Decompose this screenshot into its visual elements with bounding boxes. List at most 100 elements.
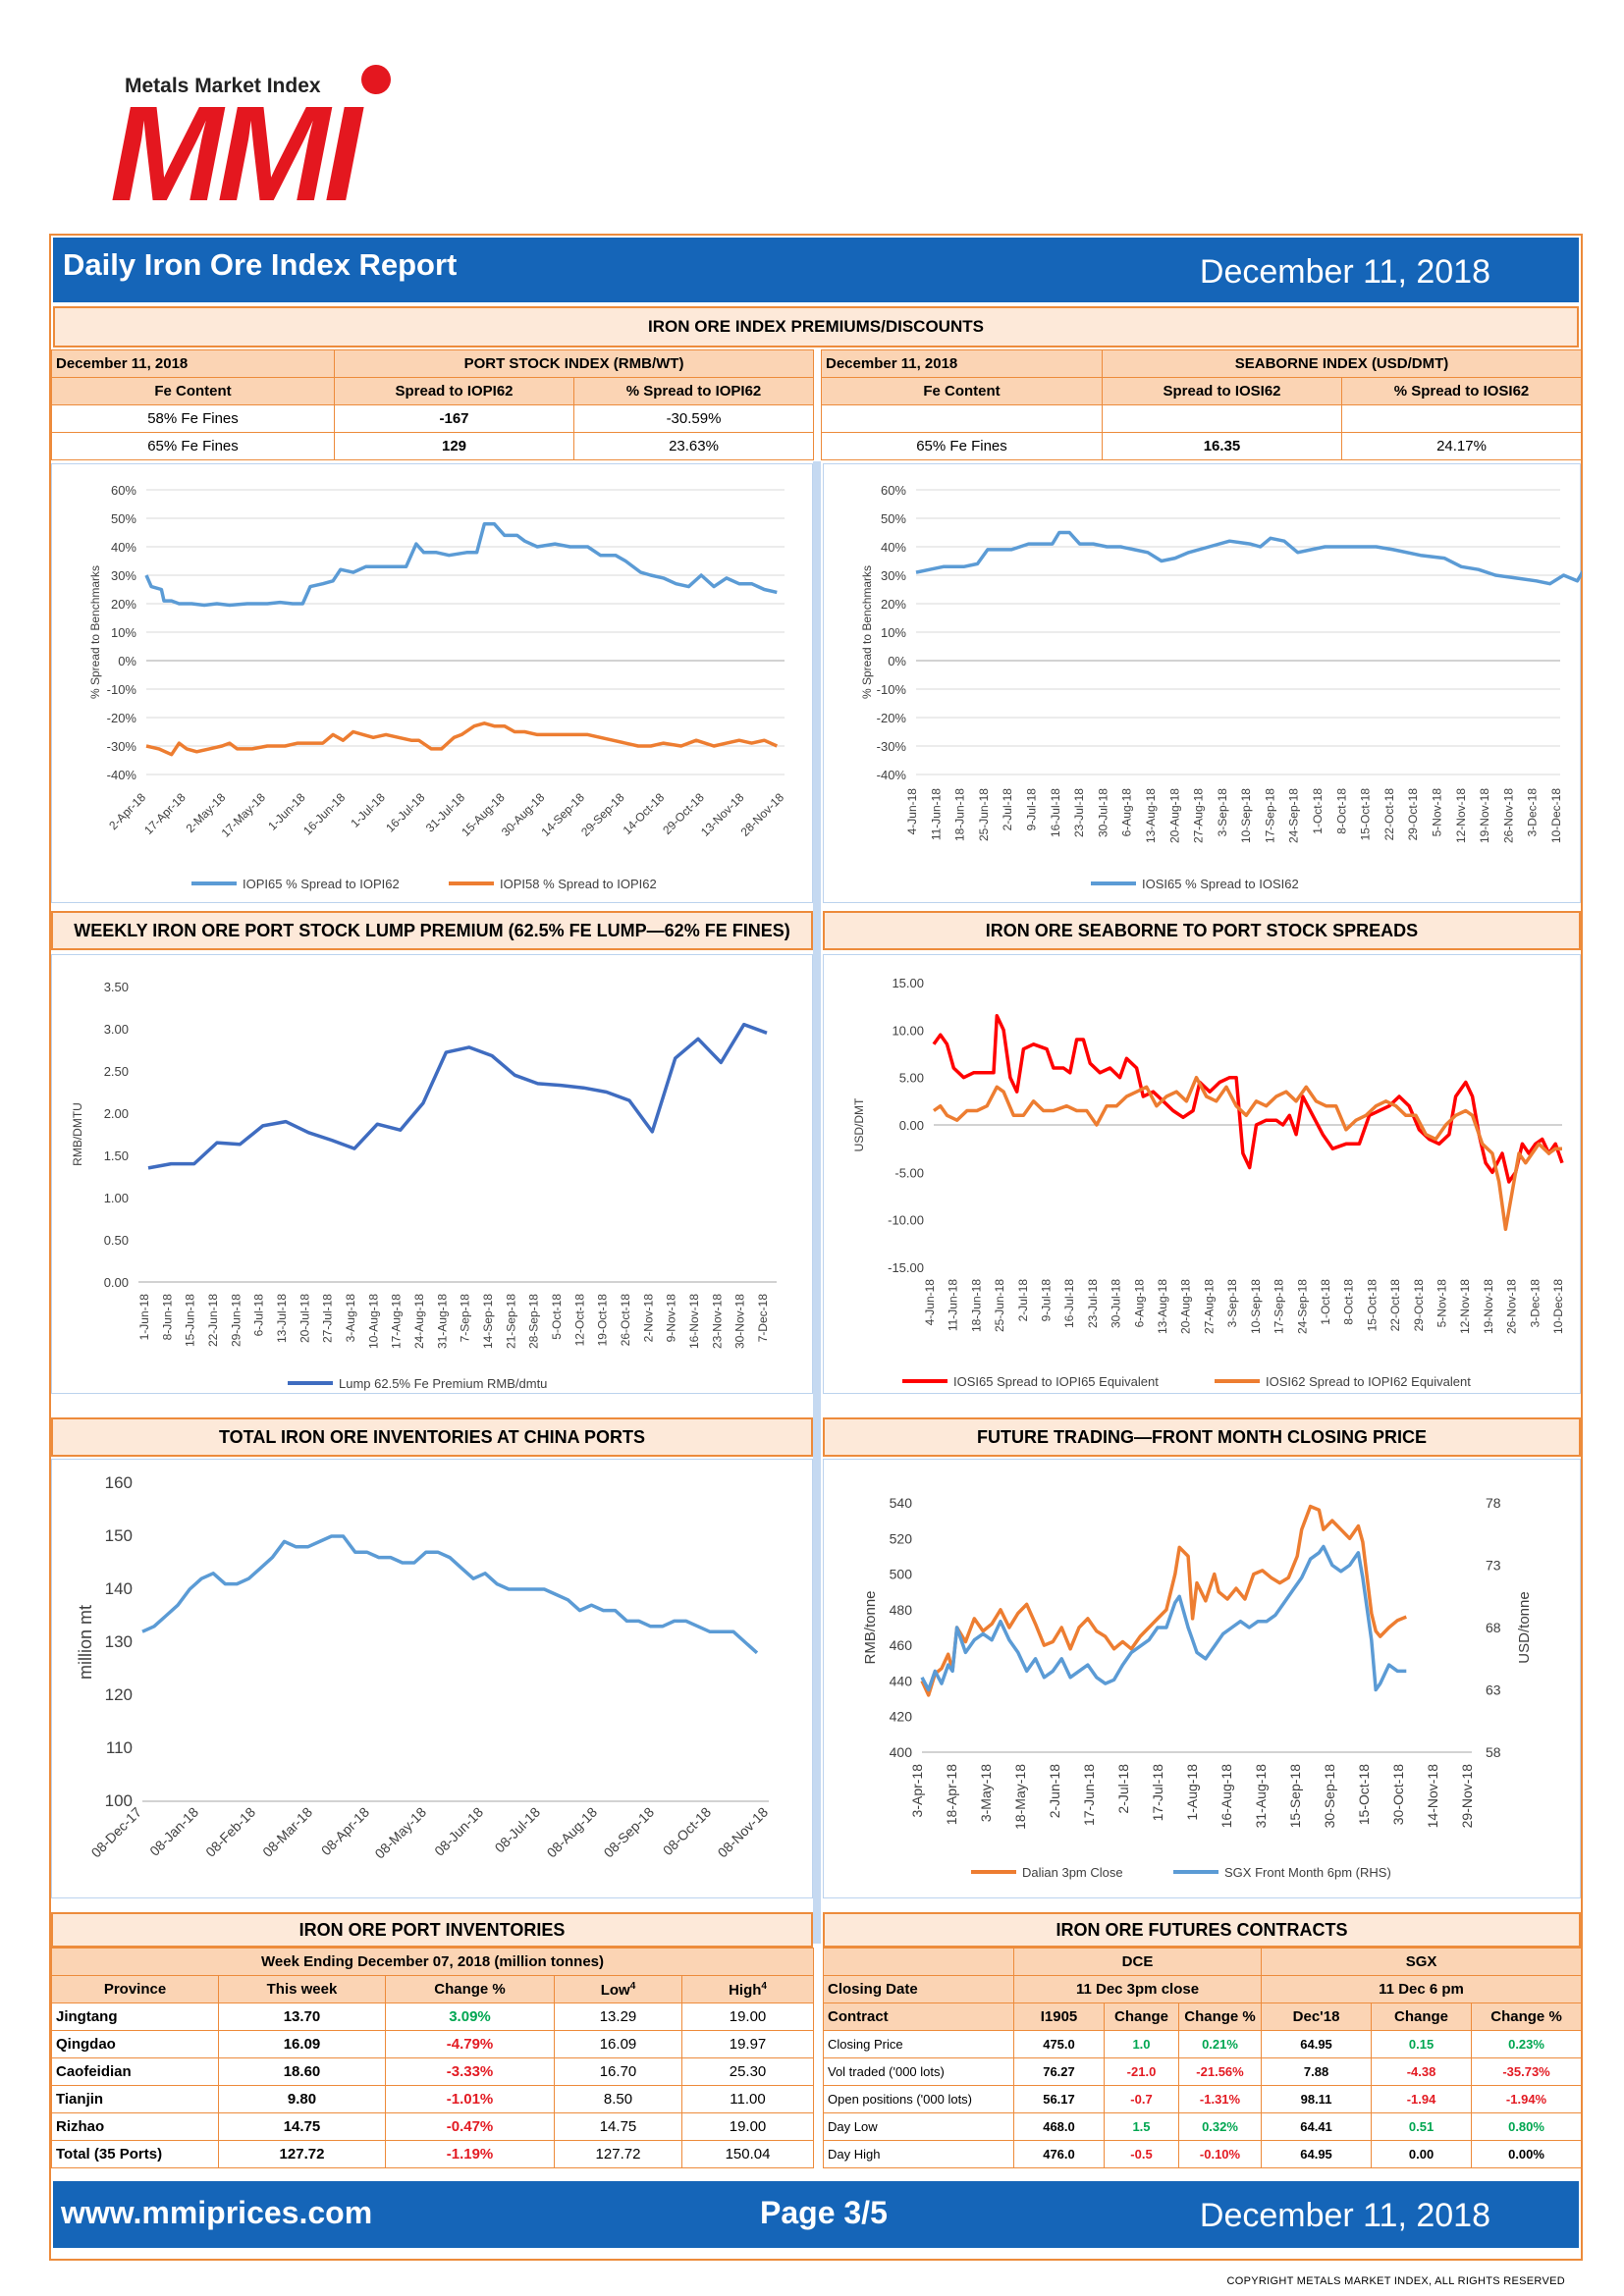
x-tick-label: 23-Jul-18 xyxy=(1086,1279,1100,1328)
x-tick-label: 25-Jun-18 xyxy=(977,788,991,841)
x-tick-label: 7-Sep-18 xyxy=(459,1294,472,1343)
cell: 0.23% xyxy=(1471,2030,1583,2058)
y-tick-label: 150 xyxy=(105,1526,133,1545)
x-tick-label: 22-Oct-18 xyxy=(1388,1279,1402,1332)
y-tick-label: 10.00 xyxy=(892,1023,924,1038)
x-tick-label: 08-May-18 xyxy=(371,1804,429,1862)
cell: -30.59% xyxy=(572,404,815,433)
cell: 64.95 xyxy=(1261,2140,1373,2168)
cell: 24.17% xyxy=(1340,432,1583,460)
cell xyxy=(1340,404,1583,433)
col-header: % Spread to IOSI62 xyxy=(1340,377,1583,405)
x-tick-label: 2-Jul-18 xyxy=(1016,1279,1030,1322)
x-tick-label: 4-Jun-18 xyxy=(923,1279,937,1326)
col-header: Province xyxy=(51,1975,219,2003)
y-tick-label: 50% xyxy=(881,511,906,526)
x-tick-label: 29-Nov-18 xyxy=(1459,1764,1475,1829)
x-tick-label: 13-Aug-18 xyxy=(1156,1279,1169,1334)
x-tick-label: 6-Aug-18 xyxy=(1120,788,1134,837)
x-tick-label: 15-Jun-18 xyxy=(184,1294,197,1347)
x-tick-label: 16-Jul-18 xyxy=(1049,788,1062,837)
y-axis-title: % Spread to Benchmarks xyxy=(88,565,102,699)
x-tick-label: 22-Jun-18 xyxy=(206,1294,220,1347)
y-tick-label: 440 xyxy=(890,1673,913,1688)
col-header: Change % xyxy=(385,1975,555,2003)
cell: 150.04 xyxy=(680,2140,815,2168)
website-link[interactable]: www.mmiprices.com xyxy=(61,2195,373,2230)
x-tick-label: 6-Aug-18 xyxy=(1132,1279,1146,1328)
page-number: Page 3/5 xyxy=(760,2195,888,2230)
series-line xyxy=(932,1014,1564,1184)
y-tick-label: 20% xyxy=(111,597,136,612)
cell: 11.00 xyxy=(680,2085,815,2113)
x-tick-label: 11-Jun-18 xyxy=(929,788,943,840)
legend-label: Lump 62.5% Fe Premium RMB/dmtu xyxy=(339,1376,547,1391)
x-tick-label: 29-Jun-18 xyxy=(229,1294,243,1347)
x-tick-label: 1-Oct-18 xyxy=(1319,1279,1332,1325)
y-tick-label: 0% xyxy=(118,654,136,668)
x-tick-label: 30-Oct-18 xyxy=(1390,1764,1406,1825)
col-header: Fe Content xyxy=(821,377,1103,405)
y2-tick-label: 78 xyxy=(1486,1495,1501,1511)
cell: Caofeidian xyxy=(51,2057,219,2086)
cell: -21.56% xyxy=(1177,2057,1263,2086)
x-tick-label: 28-Nov-18 xyxy=(738,790,787,839)
x-tick-label: 5-Nov-18 xyxy=(1431,788,1444,837)
series-line xyxy=(147,1022,768,1170)
cell: Total (35 Ports) xyxy=(51,2140,219,2168)
x-tick-label: 8-Oct-18 xyxy=(1334,788,1348,834)
table-row: Open positions ('000 lots) 56.17 -0.7 -1.31… xyxy=(823,2085,1583,2113)
x-tick-label: 29-Oct-18 xyxy=(1412,1279,1426,1332)
cell: 56.17 xyxy=(1013,2085,1105,2113)
report-title-bar: Daily Iron Ore Index Report December 11,… xyxy=(53,238,1579,302)
x-tick-label: 30-Nov-18 xyxy=(733,1294,747,1349)
report-date: December 11, 2018 xyxy=(1199,253,1490,291)
x-tick-label: 16-Jul-18 xyxy=(1062,1279,1076,1328)
cell: 14.75 xyxy=(554,2112,682,2141)
y-tick-label: 0.50 xyxy=(104,1233,129,1248)
x-tick-label: 3-Sep-18 xyxy=(1216,788,1229,837)
y-tick-label: 420 xyxy=(890,1709,913,1725)
col-header: Spread to IOSI62 xyxy=(1102,377,1342,405)
x-tick-label: 27-Aug-18 xyxy=(1202,1279,1216,1334)
y-tick-label: 2.00 xyxy=(104,1106,129,1121)
x-tick-label: 12-Nov-18 xyxy=(1454,788,1468,843)
x-tick-label: 5-Oct-18 xyxy=(550,1294,564,1340)
x-tick-label: 17-May-18 xyxy=(219,790,269,840)
y-axis-title: RMB/tonne xyxy=(862,1590,879,1664)
cell: 13.70 xyxy=(218,2002,386,2031)
sgx-header: SGX xyxy=(1261,1948,1583,1976)
footer-bar: www.mmiprices.com Page 3/5 December 11, … xyxy=(53,2181,1579,2248)
cell: 0.00% xyxy=(1471,2140,1583,2168)
x-tick-label: 08-Jun-18 xyxy=(431,1804,486,1859)
y-axis-title: USD/DMT xyxy=(852,1097,866,1151)
x-tick-label: 29-Oct-18 xyxy=(1406,788,1420,841)
y-tick-label: -20% xyxy=(107,711,137,725)
cell: 9.80 xyxy=(218,2085,386,2113)
cell: -0.47% xyxy=(385,2112,555,2141)
x-tick-label: 20-Aug-18 xyxy=(1179,1279,1193,1334)
x-tick-label: 27-Aug-18 xyxy=(1192,788,1206,843)
legend-label: IOSI65 Spread to IOPI65 Equivalent xyxy=(953,1374,1159,1389)
y-tick-label: 480 xyxy=(890,1602,913,1618)
table-row: Qingdao 16.09 -4.79% 16.09 19.97 xyxy=(51,2030,815,2058)
y-tick-label: 2.50 xyxy=(104,1064,129,1079)
legend-label: SGX Front Month 6pm (RHS) xyxy=(1224,1865,1391,1880)
cell: 14.75 xyxy=(218,2112,386,2141)
x-tick-label: 17-Jun-18 xyxy=(1081,1764,1097,1826)
col-header: Change % xyxy=(1177,2002,1263,2031)
x-tick-label: 08-Oct-18 xyxy=(660,1804,714,1858)
cell: 0.51 xyxy=(1371,2112,1473,2141)
seaborne-port-chart-panel: 15.00 10.00 5.00 0.00 -5.00 -10.00 -15.00 USD/D… xyxy=(823,954,1581,1394)
x-tick-label: 16-Jul-18 xyxy=(383,790,428,835)
cell: 129 xyxy=(334,432,574,460)
cell: -1.94% xyxy=(1471,2085,1583,2113)
x-tick-label: 2-Jun-18 xyxy=(1047,1764,1062,1818)
y-tick-label: 20% xyxy=(881,597,906,612)
cell: 16.09 xyxy=(218,2030,386,2058)
col-header: % Spread to IOPI62 xyxy=(572,377,815,405)
inventories-chart: 160 150 140 130 120 110 100 million mt 08-Dec-17… xyxy=(76,1473,771,1862)
cell: Closing Price xyxy=(823,2030,1014,2058)
x-tick-label: 9-Nov-18 xyxy=(665,1294,678,1343)
table-row: Vol traded ('000 lots) 76.27 -21.0 -21.56% 7… xyxy=(823,2057,1583,2086)
